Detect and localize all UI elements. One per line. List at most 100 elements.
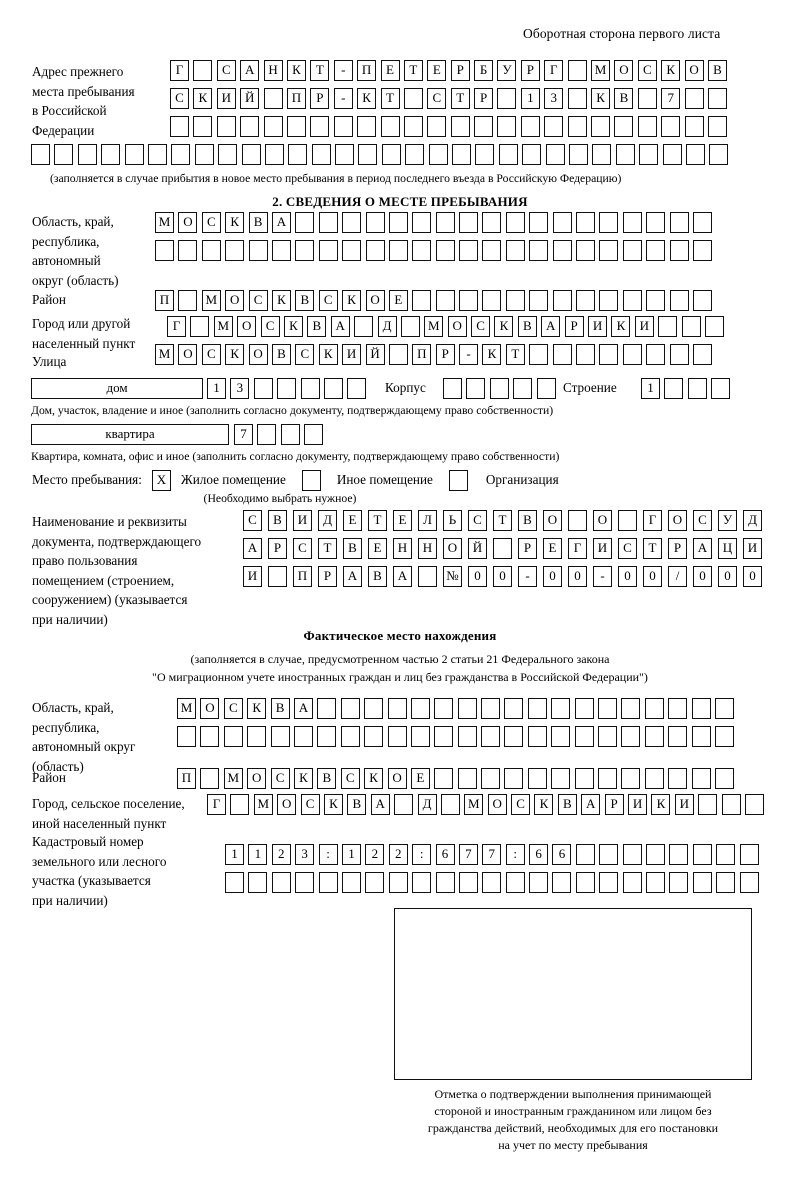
flat-number-cells[interactable]: 7	[234, 424, 328, 445]
prev-address-r2-cell-3[interactable]: И	[216, 88, 236, 109]
cadastral-r1-cell-8[interactable]: 2	[388, 844, 408, 865]
al-city-cell-4[interactable]: О	[277, 794, 297, 815]
prev-address-r4-cell-14[interactable]	[335, 144, 355, 165]
s2-region-r1-cell-19[interactable]	[576, 212, 596, 233]
s2-district-cell-19[interactable]	[576, 290, 596, 311]
s2-city-cell-9[interactable]	[354, 316, 374, 337]
document-r3-cell-21[interactable]: 0	[743, 566, 762, 587]
cadastral-r1-cell-11[interactable]: 7	[458, 844, 478, 865]
cadastral-r2-cell-9[interactable]	[412, 872, 432, 893]
al-region-r2-cell-6[interactable]	[293, 726, 313, 747]
al-city-cell-18[interactable]: Р	[604, 794, 624, 815]
house-cell-2[interactable]: 3	[230, 378, 250, 399]
document-r2-cell-2[interactable]: Р	[268, 538, 287, 559]
prev-address-r1-cell-5[interactable]: Н	[263, 60, 283, 81]
document-r1-cell-4[interactable]: Д	[318, 510, 337, 531]
al-region-r1-cell-2[interactable]: О	[200, 698, 220, 719]
s2-region-r1-cell-23[interactable]	[669, 212, 689, 233]
prev-address-r2-cell-14[interactable]: Р	[474, 88, 494, 109]
s2-district-cell-5[interactable]: С	[248, 290, 268, 311]
prev-address-r4-cell-21[interactable]	[498, 144, 518, 165]
prev-address-r3-cell-14[interactable]	[474, 116, 494, 137]
s2-region-r2-cell-11[interactable]	[388, 240, 408, 261]
document-r3-cell-4[interactable]: Р	[318, 566, 337, 587]
document-r3-cell-6[interactable]: В	[368, 566, 387, 587]
al-region-r2-cell-4[interactable]	[247, 726, 267, 747]
document-r1-cell-10[interactable]: С	[468, 510, 487, 531]
document-r2-cell-6[interactable]: Е	[368, 538, 387, 559]
cadastral-r1-cell-5[interactable]: :	[318, 844, 338, 865]
prev-address-r3-cell-10[interactable]	[380, 116, 400, 137]
korpus-cell-4[interactable]	[513, 378, 533, 399]
document-r3-cell-18[interactable]: /	[668, 566, 687, 587]
stroenie-cell-3[interactable]	[687, 378, 707, 399]
al-region-r2-cell-24[interactable]	[714, 726, 734, 747]
al-district-cell-13[interactable]	[457, 768, 477, 789]
document-r2-cell-12[interactable]: Р	[518, 538, 537, 559]
s2-district-cell-16[interactable]	[505, 290, 525, 311]
s2-district-cell-7[interactable]: В	[295, 290, 315, 311]
prev-address-r1-cell-20[interactable]: О	[614, 60, 634, 81]
stroenie-cell-4[interactable]	[711, 378, 731, 399]
cadastral-r2-cell-16[interactable]	[575, 872, 595, 893]
s2-city-cell-5[interactable]: С	[260, 316, 280, 337]
s2-city-cell-12[interactable]: М	[424, 316, 444, 337]
document-r3-cell-13[interactable]: 0	[543, 566, 562, 587]
document-r2-cell-10[interactable]: Й	[468, 538, 487, 559]
s2-region-r2-cell-4[interactable]	[225, 240, 245, 261]
s2-district-cell-20[interactable]	[599, 290, 619, 311]
al-district-cell-4[interactable]: О	[247, 768, 267, 789]
prev-address-r2-cell-21[interactable]	[637, 88, 657, 109]
cadastral-r1-cell-20[interactable]	[669, 844, 689, 865]
s2-district-cell-9[interactable]: К	[342, 290, 362, 311]
stay-type-checkbox-organizaciya[interactable]	[448, 470, 468, 491]
prev-address-r4-cell-22[interactable]	[522, 144, 542, 165]
s2-city-cell-8[interactable]: А	[330, 316, 350, 337]
prev-address-r3-cell-12[interactable]	[427, 116, 447, 137]
prev-address-r1-cell-14[interactable]: Б	[474, 60, 494, 81]
s2-region-r2-cell-17[interactable]	[529, 240, 549, 261]
document-r3-cell-8[interactable]	[418, 566, 437, 587]
al-district-cell-1[interactable]: П	[177, 768, 196, 789]
prev-address-r4-cell-15[interactable]	[358, 144, 378, 165]
prev-address-r1-cell-13[interactable]: Р	[450, 60, 470, 81]
al-district-cell-8[interactable]: С	[340, 768, 360, 789]
prev-address-r4-cell-1[interactable]	[31, 144, 50, 165]
s2-street-cell-2[interactable]: О	[178, 344, 198, 365]
s2-region-r1-cell-11[interactable]	[388, 212, 408, 233]
s2-district-cell-12[interactable]	[412, 290, 432, 311]
prev-address-r3-cell-5[interactable]	[263, 116, 283, 137]
document-r2-cell-4[interactable]: Т	[318, 538, 337, 559]
s2-street-cell-3[interactable]: С	[201, 344, 221, 365]
cadastral-r2-cell-4[interactable]	[295, 872, 315, 893]
al-city-cell-11[interactable]	[440, 794, 460, 815]
stroenie-cell-2[interactable]	[664, 378, 684, 399]
s2-street-cell-15[interactable]: К	[482, 344, 502, 365]
prev-address-r2-cell-16[interactable]: 1	[520, 88, 540, 109]
al-city-cell-3[interactable]: М	[253, 794, 273, 815]
document-r1-cell-9[interactable]: Ь	[443, 510, 462, 531]
s2-region-r1-cell-13[interactable]	[435, 212, 455, 233]
al-district-cell-9[interactable]: К	[364, 768, 384, 789]
s2-city-cell-11[interactable]	[400, 316, 420, 337]
al-district-cell-3[interactable]: М	[223, 768, 243, 789]
al-region-r1-cell-10[interactable]	[387, 698, 407, 719]
al-district-cell-5[interactable]: С	[270, 768, 290, 789]
document-r3-cell-1[interactable]: И	[243, 566, 262, 587]
document-r1-cell-14[interactable]	[568, 510, 587, 531]
s2-street-cell-10[interactable]: Й	[365, 344, 385, 365]
document-r1-cell-2[interactable]: В	[268, 510, 287, 531]
house-cell-5[interactable]	[300, 378, 320, 399]
prev-address-r2-cell-10[interactable]: Т	[380, 88, 400, 109]
s2-region-r2-cell-16[interactable]	[505, 240, 525, 261]
cadastral-r1-cell-15[interactable]: 6	[552, 844, 572, 865]
document-r2-cell-5[interactable]: В	[343, 538, 362, 559]
cadastral-r2-cell-15[interactable]	[552, 872, 572, 893]
s2-region-r1-cell-4[interactable]: К	[225, 212, 245, 233]
prev-address-r4-cell-17[interactable]	[405, 144, 425, 165]
s2-region-r2-cell-1[interactable]	[155, 240, 174, 261]
cadastral-r2-cell-7[interactable]	[365, 872, 385, 893]
cadastral-r2-cell-20[interactable]	[669, 872, 689, 893]
